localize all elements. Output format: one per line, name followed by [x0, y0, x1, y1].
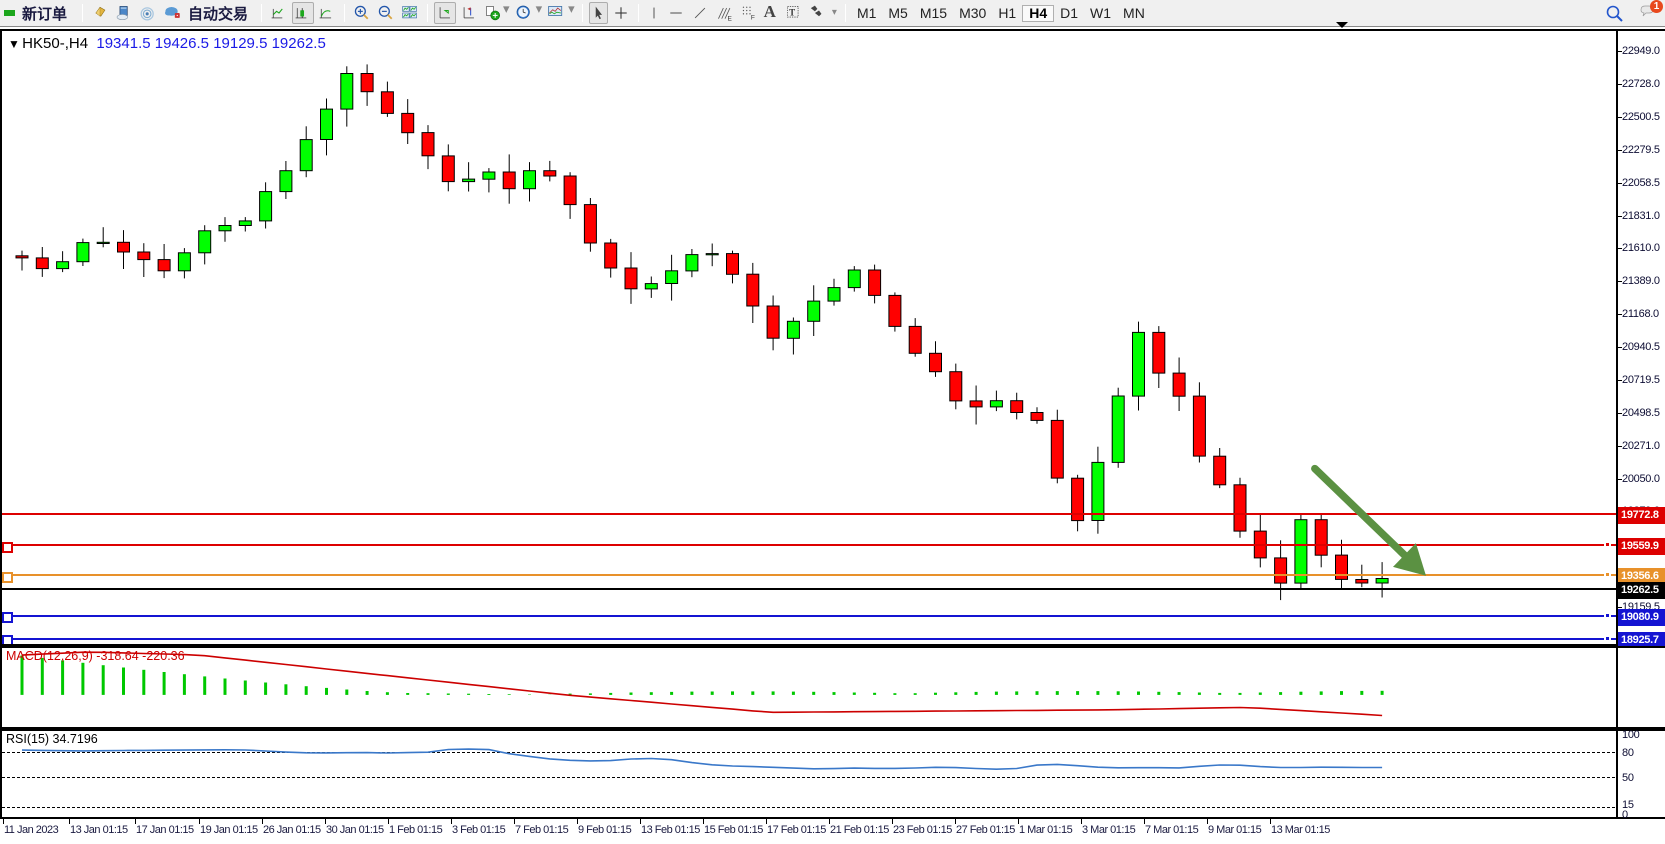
- svg-text:E: E: [727, 15, 732, 22]
- svg-text:F: F: [750, 15, 754, 22]
- svg-text:T: T: [789, 7, 795, 17]
